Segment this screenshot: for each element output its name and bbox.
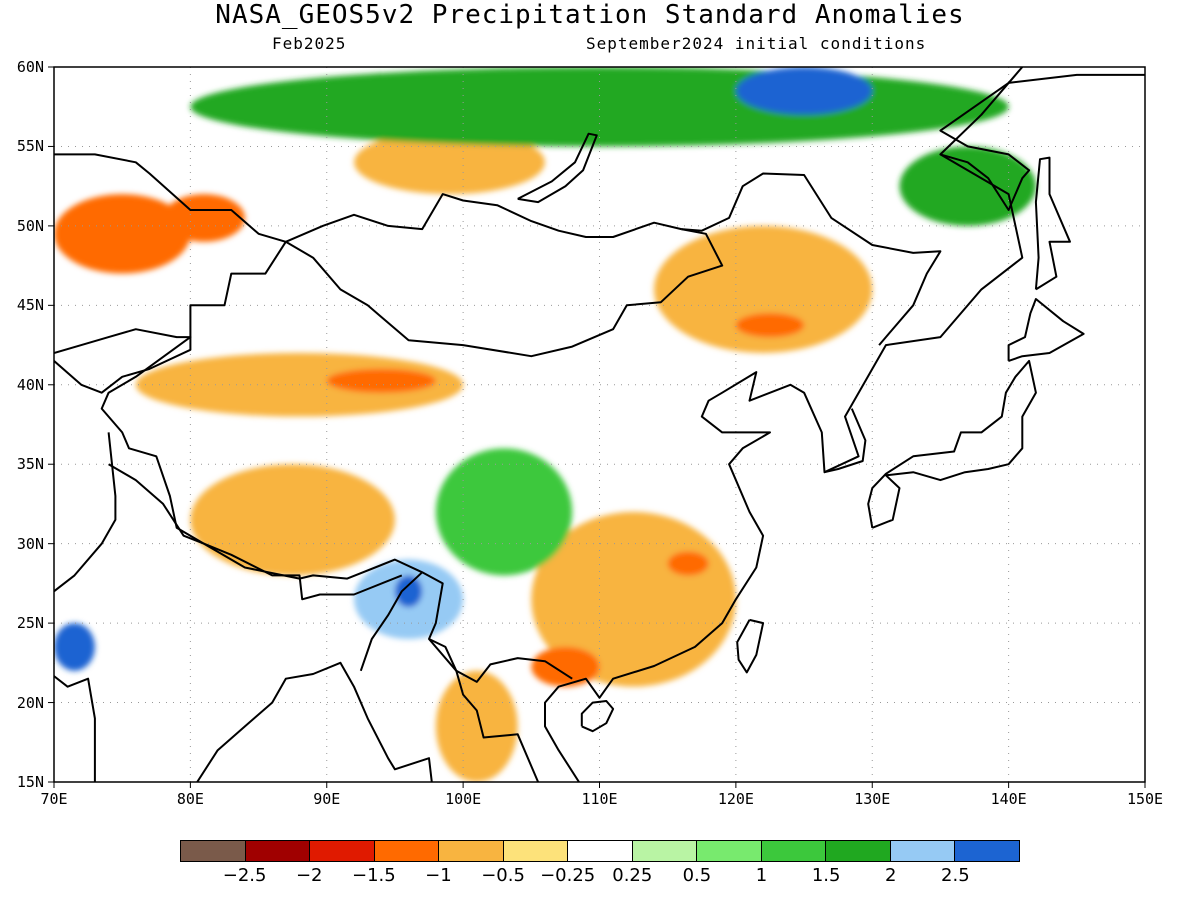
lake-baikal [517, 132, 598, 204]
anomaly-field [54, 67, 1036, 782]
lon-label: 90E [313, 790, 341, 808]
japan-hokkaido [1007, 298, 1085, 362]
india-coast [54, 662, 96, 782]
lat-label: 45N [16, 296, 44, 315]
taiwan [736, 618, 765, 674]
colorbar-label: 2.5 [941, 865, 970, 886]
colorbar-swatch [181, 841, 246, 861]
colorbar-swatch [374, 841, 440, 861]
anomaly-region-18 [899, 146, 1036, 226]
lat-label: 55N [16, 137, 44, 156]
china-west-border [100, 241, 573, 683]
anomaly-region-10 [190, 464, 395, 576]
mongolia-russia-border [285, 193, 682, 243]
colorbar-label: 1 [755, 865, 768, 886]
colorbar-label: −1 [425, 865, 452, 886]
colorbar-label: −1.5 [351, 865, 396, 886]
anomaly-region-3 [326, 368, 436, 393]
colorbar [180, 840, 1020, 862]
anomaly-region-11 [435, 670, 518, 782]
lat-label: 35N [16, 455, 44, 474]
anomaly-region-14 [435, 448, 573, 576]
anomaly-region-1 [163, 194, 245, 242]
himalaya-border [108, 463, 403, 601]
kazakhstan-russia-border [54, 153, 287, 243]
colorbar-label: −2 [295, 865, 323, 886]
bay-of-bengal-coast [196, 661, 433, 782]
anomaly-region-16 [394, 575, 423, 608]
colorbar-label: 1.5 [811, 865, 841, 886]
lat-label: 25N [16, 614, 44, 633]
forecast-month: Feb2025 [272, 34, 347, 53]
central-asia-borders [54, 328, 192, 394]
colorbar-swatch [890, 841, 956, 861]
lon-label: 110E [581, 790, 618, 808]
colorbar-swatch [761, 841, 827, 861]
colorbar-swatch [955, 841, 1019, 861]
map-title: NASA_GEOS5v2 Precipitation Standard Anom… [215, 0, 965, 30]
korea-coast [824, 408, 867, 474]
myanmar-border [359, 571, 423, 672]
coastlines [54, 67, 1145, 782]
lat-label: 15N [16, 773, 44, 791]
anomaly-region-0 [54, 194, 191, 274]
india-pakistan-border [54, 432, 117, 593]
map-gridlines [54, 67, 1145, 782]
lat-label: 60N [16, 58, 44, 76]
lat-label: 20N [16, 693, 44, 712]
colorbar-swatch [632, 841, 698, 861]
lon-label: 150E [1126, 790, 1164, 808]
lat-label: 30N [16, 534, 44, 553]
china-russia-northeast [681, 172, 942, 346]
initial-conditions: September2024 initial conditions [586, 34, 927, 53]
anomaly-region-9 [667, 551, 709, 576]
indochina-borders [428, 638, 540, 782]
colorbar-label: −2.5 [222, 865, 267, 886]
anomaly-region-13 [735, 67, 873, 115]
lon-label: 130E [854, 790, 891, 808]
lon-label: 80E [176, 790, 204, 808]
colorbar-label: 0.5 [682, 865, 712, 886]
colorbar-swatch [697, 841, 762, 861]
colorbar-label: −0.25 [540, 865, 596, 886]
anomaly-region-5 [654, 225, 873, 353]
colorbar-swatch [310, 841, 375, 861]
lat-label: 40N [16, 375, 44, 394]
china-mongolia-border [285, 228, 724, 358]
anomaly-region-6 [735, 313, 805, 338]
colorbar-label: 2 [885, 865, 897, 886]
lon-label: 100E [445, 790, 482, 808]
colorbar-swatch [439, 841, 504, 861]
colorbar-swatch [245, 841, 311, 861]
lat-label: 50N [16, 216, 44, 235]
colorbar-label: −0.5 [481, 865, 525, 886]
axis-ticks [48, 66, 1146, 788]
colorbar-swatch [826, 841, 891, 861]
east-asia-coast [544, 67, 1024, 782]
lon-label: 70E [40, 790, 68, 808]
anomaly-region-12 [190, 67, 1009, 147]
sakhalin [1034, 156, 1071, 291]
anomaly-region-8 [531, 646, 600, 687]
colorbar-swatch [568, 841, 633, 861]
lon-label: 120E [717, 790, 754, 808]
anomaly-region-17 [54, 623, 95, 671]
colorbar-label: 0.25 [612, 865, 653, 886]
hainan [580, 700, 615, 733]
japan-honshu [867, 359, 1037, 529]
lon-label: 140E [990, 790, 1027, 808]
anomaly-region-4 [354, 130, 545, 195]
colorbar-swatch [503, 841, 569, 861]
okhotsk-coast [939, 73, 1145, 211]
